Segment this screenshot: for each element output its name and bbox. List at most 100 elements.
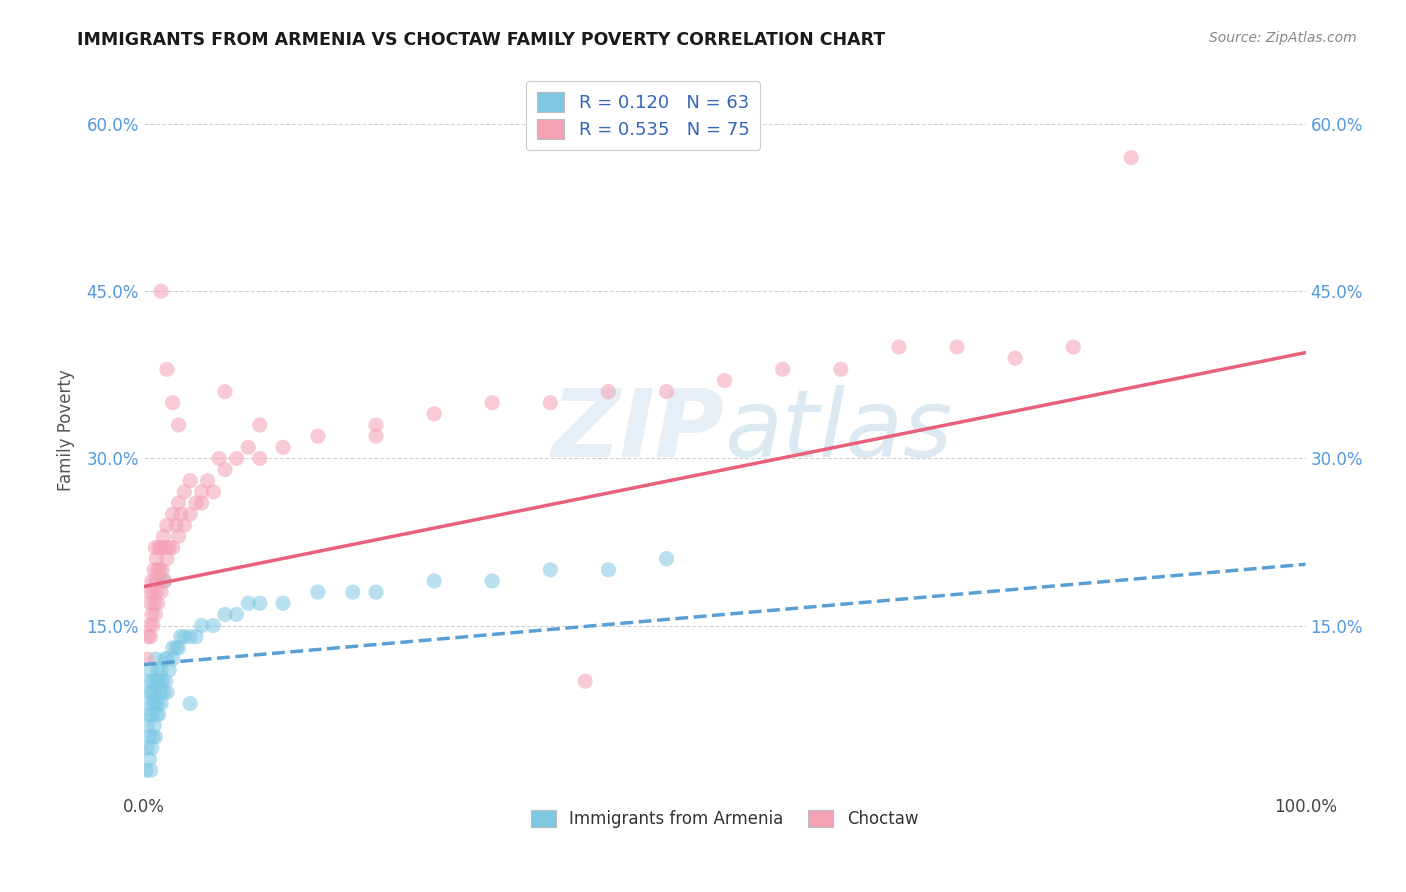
Point xyxy=(167,496,190,510)
Point xyxy=(190,618,212,632)
Point xyxy=(150,585,173,599)
Point xyxy=(145,707,167,722)
Point xyxy=(364,429,387,443)
Point xyxy=(138,752,160,766)
Point xyxy=(423,574,446,588)
Point xyxy=(772,362,794,376)
Point xyxy=(156,518,179,533)
Point xyxy=(135,764,157,778)
Text: ZIP: ZIP xyxy=(551,384,724,476)
Point xyxy=(156,652,179,666)
Point xyxy=(148,541,170,555)
Point xyxy=(148,674,170,689)
Point xyxy=(271,596,294,610)
Point xyxy=(146,563,169,577)
Point xyxy=(162,395,184,409)
Legend: Immigrants from Armenia, Choctaw: Immigrants from Armenia, Choctaw xyxy=(524,804,925,835)
Point xyxy=(148,707,170,722)
Point xyxy=(143,574,166,588)
Point xyxy=(149,563,172,577)
Point xyxy=(170,507,193,521)
Point xyxy=(142,618,165,632)
Point xyxy=(143,652,166,666)
Point xyxy=(150,663,173,677)
Point xyxy=(538,395,561,409)
Point xyxy=(143,541,166,555)
Point xyxy=(538,563,561,577)
Point xyxy=(149,685,172,699)
Point xyxy=(1062,340,1084,354)
Point xyxy=(150,563,173,577)
Point xyxy=(152,529,174,543)
Point xyxy=(136,674,159,689)
Point xyxy=(141,741,163,756)
Point xyxy=(150,674,173,689)
Point xyxy=(208,451,231,466)
Point xyxy=(145,674,167,689)
Point xyxy=(143,563,166,577)
Point xyxy=(142,697,165,711)
Point xyxy=(143,596,166,610)
Point xyxy=(153,574,176,588)
Point xyxy=(1121,151,1143,165)
Point xyxy=(136,630,159,644)
Point xyxy=(141,685,163,699)
Point xyxy=(136,719,159,733)
Point xyxy=(150,541,173,555)
Point xyxy=(156,362,179,376)
Point xyxy=(364,417,387,432)
Point xyxy=(138,585,160,599)
Point xyxy=(142,674,165,689)
Point xyxy=(162,541,184,555)
Point xyxy=(179,474,201,488)
Point xyxy=(173,630,195,644)
Point xyxy=(574,674,596,689)
Point xyxy=(157,663,180,677)
Point xyxy=(238,440,260,454)
Point xyxy=(139,764,162,778)
Point xyxy=(184,496,207,510)
Point xyxy=(887,340,910,354)
Point xyxy=(155,541,177,555)
Text: IMMIGRANTS FROM ARMENIA VS CHOCTAW FAMILY POVERTY CORRELATION CHART: IMMIGRANTS FROM ARMENIA VS CHOCTAW FAMIL… xyxy=(77,31,886,49)
Point xyxy=(156,551,179,566)
Point xyxy=(139,685,162,699)
Point xyxy=(162,640,184,655)
Point xyxy=(162,507,184,521)
Point xyxy=(155,674,177,689)
Point xyxy=(423,407,446,421)
Point xyxy=(145,551,167,566)
Point xyxy=(214,462,236,476)
Point xyxy=(162,652,184,666)
Point xyxy=(1004,351,1026,366)
Point xyxy=(249,417,271,432)
Point xyxy=(598,563,620,577)
Point xyxy=(143,719,166,733)
Point xyxy=(170,630,193,644)
Point xyxy=(150,285,173,299)
Point xyxy=(271,440,294,454)
Point xyxy=(307,585,329,599)
Point xyxy=(165,518,187,533)
Point xyxy=(202,618,225,632)
Point xyxy=(143,697,166,711)
Point xyxy=(138,707,160,722)
Point xyxy=(946,340,969,354)
Point xyxy=(167,417,190,432)
Point xyxy=(139,630,162,644)
Point xyxy=(179,630,201,644)
Point xyxy=(167,640,190,655)
Point xyxy=(156,685,179,699)
Point xyxy=(225,607,247,622)
Point xyxy=(173,484,195,499)
Point xyxy=(655,551,678,566)
Point xyxy=(136,652,159,666)
Point xyxy=(145,585,167,599)
Point xyxy=(173,518,195,533)
Point xyxy=(364,585,387,599)
Point xyxy=(153,652,176,666)
Point xyxy=(238,596,260,610)
Point xyxy=(143,607,166,622)
Point xyxy=(655,384,678,399)
Point xyxy=(141,707,163,722)
